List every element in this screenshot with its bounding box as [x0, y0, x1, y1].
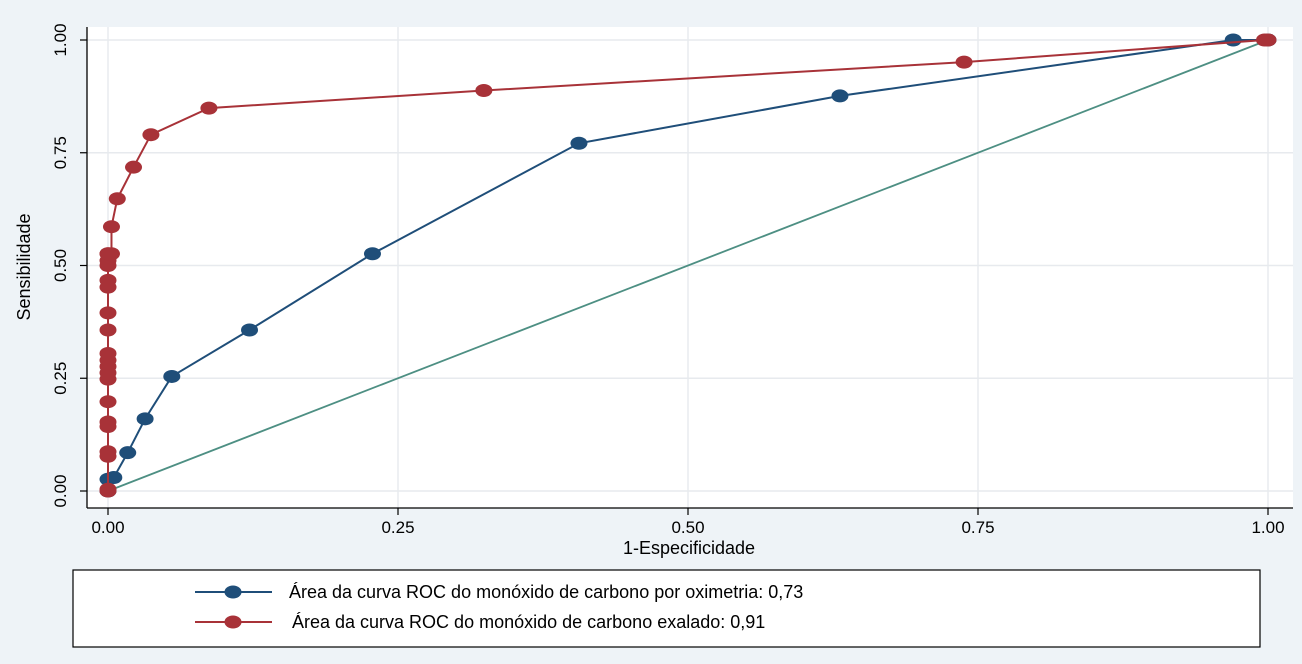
- y-tick-label: 0.00: [51, 474, 70, 507]
- series-1-point: [1224, 33, 1242, 47]
- legend-label: Área da curva ROC do monóxido de carbono…: [289, 582, 803, 602]
- y-tick-label: 1.00: [51, 23, 70, 56]
- series-2-point: [99, 323, 117, 337]
- y-tick-label: 0.25: [51, 362, 70, 395]
- series-1-point: [136, 412, 154, 426]
- legend-box: [72, 569, 1261, 648]
- series-1-point: [831, 89, 849, 103]
- legend-swatch-marker: [224, 585, 242, 599]
- x-tick-label: 0.00: [91, 518, 124, 537]
- series-1-point: [105, 470, 123, 484]
- x-tick-label: 0.75: [961, 518, 994, 537]
- legend-label: Área da curva ROC do monóxido de carbono…: [292, 612, 765, 632]
- series-2-point: [99, 482, 117, 496]
- series-1-point: [163, 369, 181, 383]
- series-2-point: [99, 346, 117, 360]
- plot-area: [87, 27, 1293, 508]
- x-tick-label: 0.50: [671, 518, 704, 537]
- x-tick-label: 0.25: [381, 518, 414, 537]
- series-2-point: [99, 273, 117, 287]
- x-axis-title: 1-Especificidade: [623, 538, 755, 558]
- x-tick-label: 1.00: [1251, 518, 1284, 537]
- series-2-point: [99, 395, 117, 409]
- reference-diagonal-line: [107, 39, 1269, 492]
- series-2-point: [99, 445, 117, 459]
- series-2-point: [102, 247, 120, 261]
- series-1-point: [241, 323, 259, 337]
- series-2-point: [99, 306, 117, 320]
- series-2-point: [142, 128, 160, 142]
- series-2-point: [125, 160, 143, 174]
- series-2-point: [99, 415, 117, 429]
- y-axis-title: Sensibilidade: [14, 213, 34, 320]
- legend-swatch-marker: [224, 615, 242, 629]
- series-1-point: [119, 446, 137, 460]
- series-2-point: [955, 55, 973, 69]
- y-tick-label: 0.50: [51, 249, 70, 282]
- series-2-point: [475, 84, 493, 98]
- series-2-point: [102, 220, 120, 234]
- series-2-point: [1259, 33, 1277, 47]
- series-1-point: [570, 136, 588, 150]
- series-2-point: [108, 192, 126, 206]
- y-tick-label: 0.75: [51, 136, 70, 169]
- series-2-point: [200, 101, 218, 115]
- series-1-point: [363, 247, 381, 261]
